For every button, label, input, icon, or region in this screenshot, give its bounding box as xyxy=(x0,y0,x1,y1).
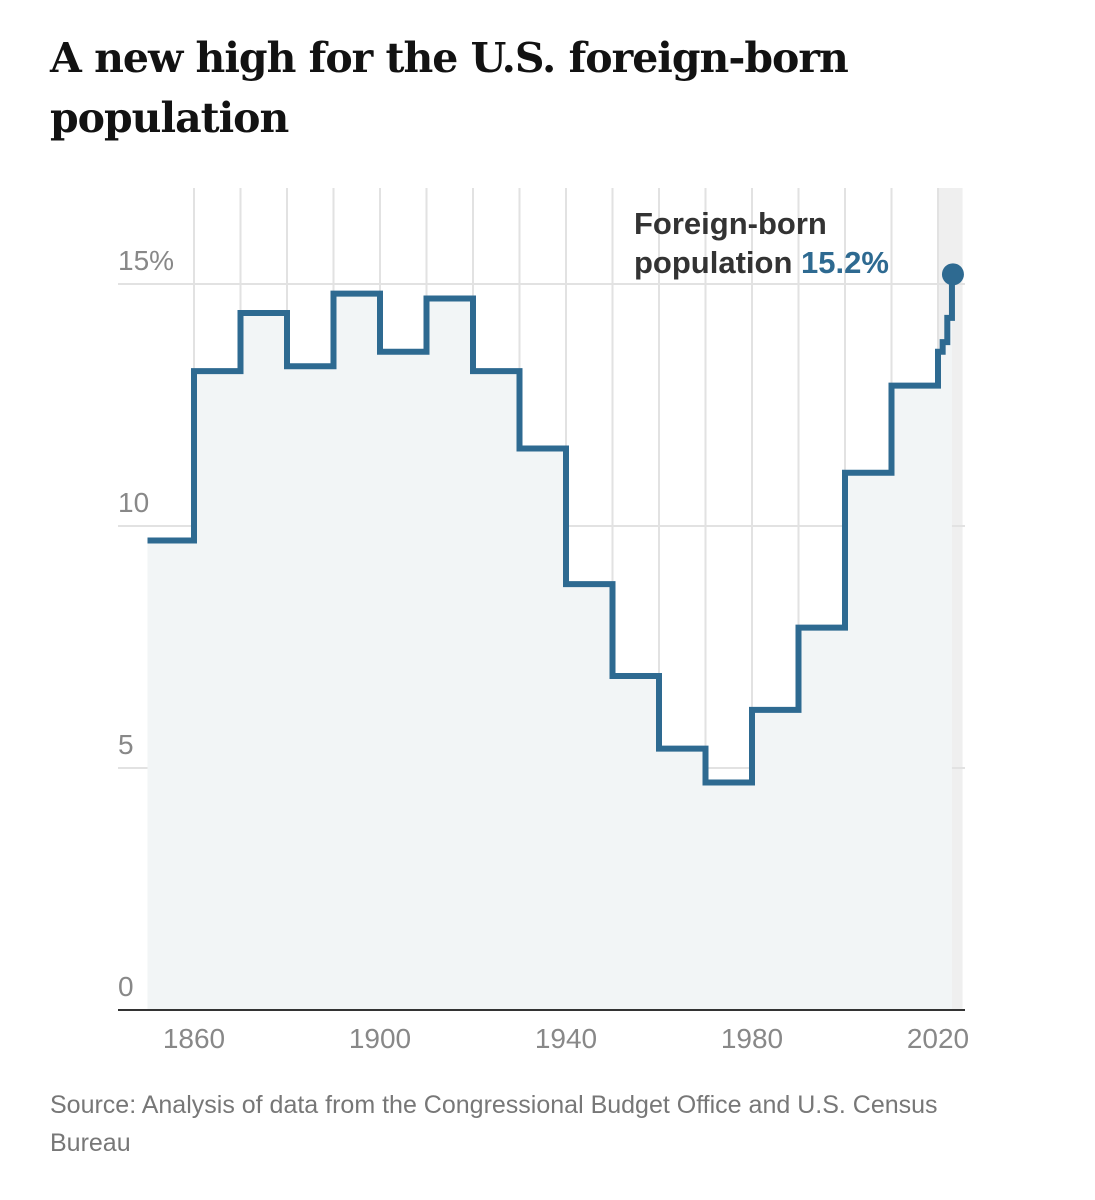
latest-point xyxy=(941,263,964,286)
annotation-line2: population 15.2% xyxy=(634,245,889,280)
y-tick-label: 15% xyxy=(118,245,174,276)
annotation-label: population xyxy=(634,245,792,280)
x-tick-label: 1900 xyxy=(349,1023,411,1054)
y-tick-label: 10 xyxy=(118,487,149,518)
annotation-value: 15.2% xyxy=(801,245,889,280)
y-tick-label: 5 xyxy=(118,729,134,760)
series-line xyxy=(147,274,955,786)
x-tick-label: 1860 xyxy=(163,1023,225,1054)
annotation-line1: Foreign-born xyxy=(634,206,827,241)
y-tick-label: 0 xyxy=(118,971,134,1002)
area-fill xyxy=(147,274,952,1010)
x-tick-label: 2020 xyxy=(907,1023,969,1054)
source-note: Source: Analysis of data from the Congre… xyxy=(50,1091,938,1157)
chart-title: A new high for the U.S. foreign-born pop… xyxy=(50,34,849,142)
chart: 0 5 10 15% 1860 1900 1940 1980 2020 Foreign-born… xyxy=(118,188,969,1054)
ticks: 0 5 10 15% 1860 1900 1940 1980 2020 xyxy=(118,245,969,1054)
x-tick-label: 1980 xyxy=(721,1023,783,1054)
x-tick-label: 1940 xyxy=(535,1023,597,1054)
